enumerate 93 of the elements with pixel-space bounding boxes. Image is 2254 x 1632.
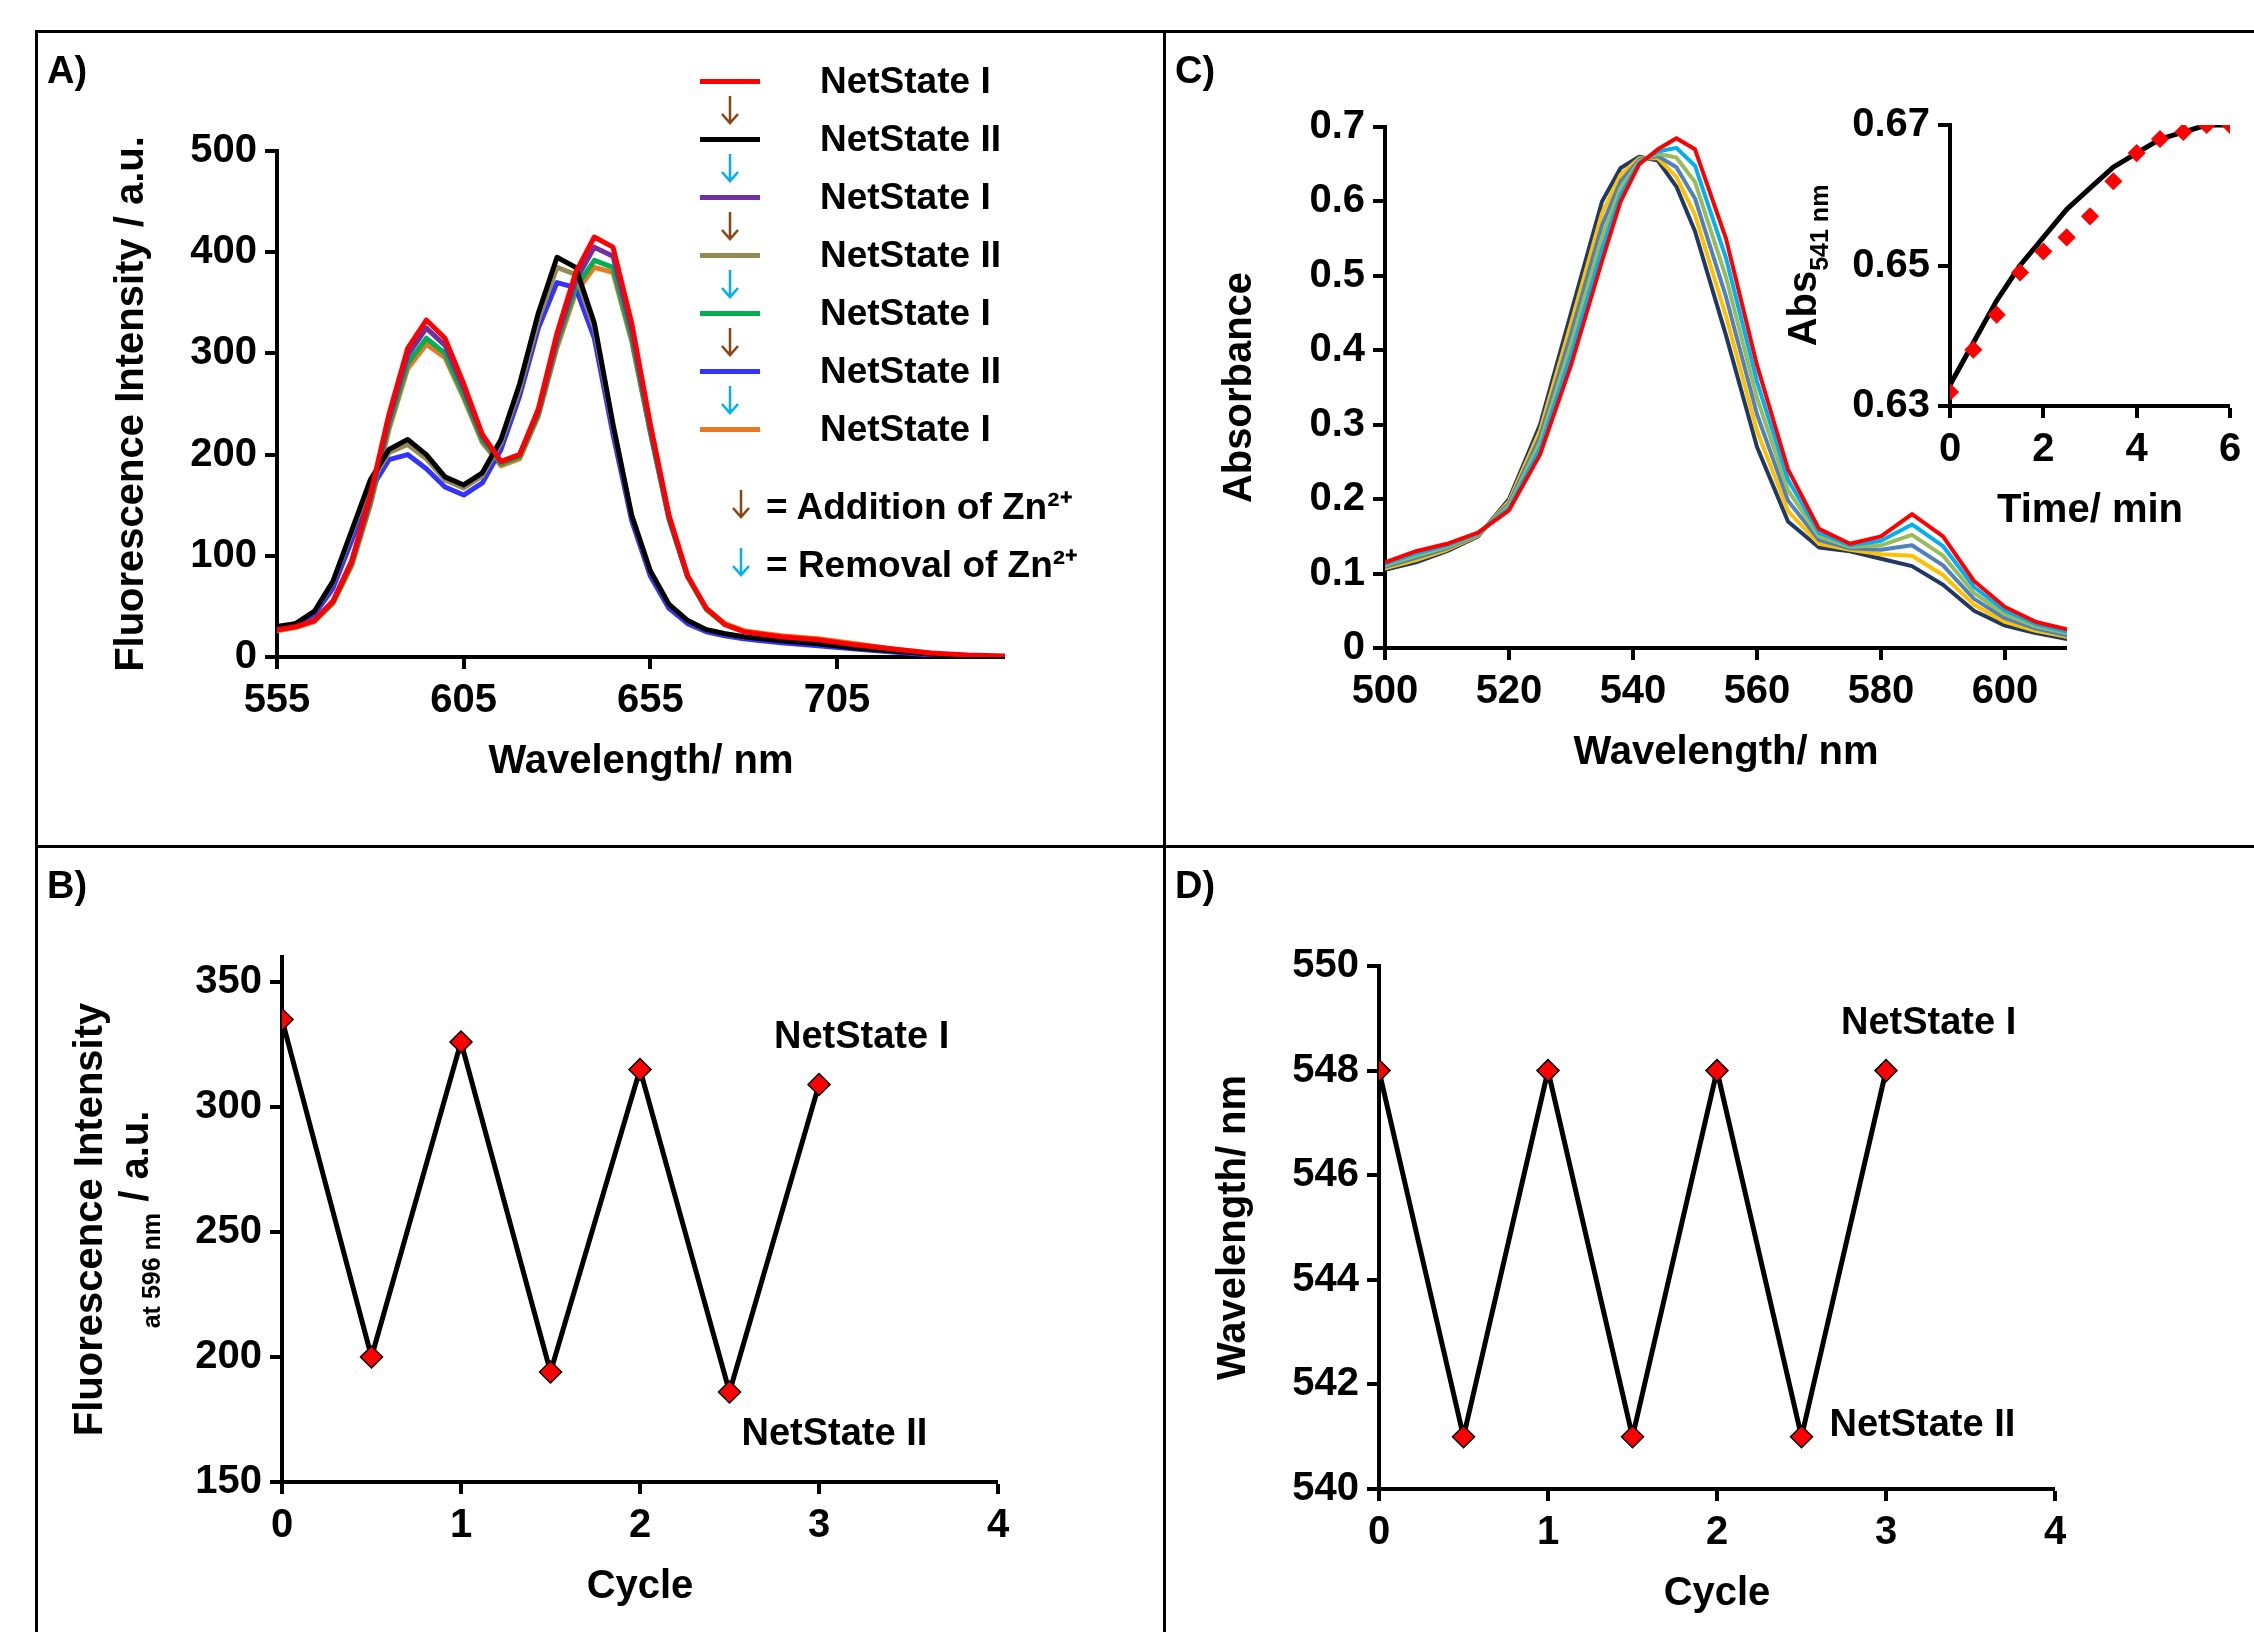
x-tick-label: 540 [1599, 667, 1667, 712]
x-tick-label: 4 [2125, 425, 2149, 470]
x-tick-label: 560 [1723, 667, 1791, 712]
x-tick-label: 500 [1351, 667, 1419, 712]
y-tick-label: 544 [1292, 1254, 1360, 1299]
x-tick-label: 600 [1971, 667, 2039, 712]
point [2127, 144, 2146, 162]
y-axis-title: Abs541 nm [1780, 184, 1833, 347]
point [807, 1072, 831, 1097]
x-tick-label: 1 [1536, 1508, 1560, 1553]
legend-label: NetState II [820, 118, 1001, 160]
legend-label: NetState II [820, 234, 1001, 276]
y-tick-label: 200 [190, 429, 257, 474]
point [449, 1030, 473, 1054]
x-axis-title: Cycle [586, 1562, 694, 1606]
y-tick-label: 0.7 [1309, 102, 1365, 147]
y-tick-label: 300 [195, 1082, 262, 1127]
annotation: NetState I [774, 1013, 950, 1056]
point [359, 1345, 384, 1369]
x-tick-label: 0 [1938, 425, 1962, 470]
x-tick-label: 4 [2043, 1508, 2067, 1553]
chart-title: D) [1175, 864, 1216, 907]
x-axis-title: Cycle [1663, 1569, 1771, 1613]
annotation: NetState II [741, 1411, 928, 1454]
y-tick-label: 0.2 [1309, 474, 1365, 519]
y-tick-label: 542 [1292, 1359, 1359, 1404]
y-tick-label: 0.6 [1309, 176, 1365, 221]
point [628, 1057, 652, 1082]
y-tick-label: 0.5 [1309, 250, 1365, 295]
legend-label: NetState I [820, 176, 991, 218]
y-axis-title: Fluorescence Intensity / a.u. [107, 136, 151, 672]
x-axis-title: Wavelength/ nm [488, 737, 794, 781]
point [1987, 305, 2006, 324]
chart-title: B) [47, 864, 88, 907]
x-tick-label: 6 [2218, 425, 2242, 470]
y-tick-label: 0 [234, 632, 257, 677]
y-tick-label: 548 [1292, 1045, 1359, 1090]
y-tick-label: 550 [1292, 941, 1359, 986]
x-axis-title: Time/ min [1997, 486, 2183, 530]
y-axis-title: Wavelength/ nm [1209, 1074, 1253, 1381]
x-tick-label: 2 [2032, 425, 2055, 470]
x-tick-label: 3 [807, 1501, 831, 1546]
annotation: NetState I [1841, 999, 2017, 1042]
point [2151, 130, 2169, 148]
x-tick-label: 605 [430, 676, 498, 721]
legend-label: NetState I [820, 292, 991, 334]
point [2081, 207, 2099, 226]
x-tick-label: 655 [616, 676, 684, 721]
point [2057, 228, 2076, 247]
legend-label: NetState II [820, 350, 1001, 392]
point [2034, 242, 2053, 261]
y-tick-label: 300 [190, 328, 257, 373]
y-tick-label: 546 [1292, 1150, 1359, 1195]
y-tick-label: 500 [190, 126, 257, 171]
y-tick-label: 0.3 [1309, 399, 1365, 444]
y-axis-title: Absorbance [1215, 271, 1259, 504]
y-tick-label: 150 [195, 1457, 262, 1502]
y-tick-label: 400 [190, 227, 257, 272]
x-tick-label: 0 [270, 1501, 294, 1546]
y-tick-label: 200 [195, 1332, 262, 1377]
y-tick-label: 350 [195, 957, 262, 1002]
x-tick-label: 520 [1475, 667, 1543, 712]
point [1964, 341, 1983, 359]
point [2174, 125, 2193, 141]
y-tick-label: 0.67 [1852, 100, 1930, 145]
chart-title: C) [1175, 49, 1216, 92]
y-tick-label: 0.1 [1309, 548, 1365, 593]
y-tick-label: 0.4 [1309, 325, 1366, 370]
annotation: = Addition of Zn²⁺ [766, 484, 1073, 529]
y-tick-label: 0.63 [1852, 381, 1930, 426]
point [2104, 172, 2123, 190]
y-tick-label: 100 [190, 530, 257, 575]
point [538, 1360, 563, 1384]
annotation: = Removal of Zn²⁺ [766, 542, 1079, 587]
legend-label: NetState I [820, 60, 991, 102]
x-tick-label: 3 [1874, 1508, 1898, 1553]
x-tick-label: 2 [628, 1501, 652, 1546]
point [717, 1380, 742, 1404]
x-tick-label: 705 [803, 676, 871, 721]
legend-label: NetState I [820, 408, 991, 450]
x-tick-label: 4 [986, 1501, 1010, 1546]
y-tick-label: 540 [1292, 1464, 1359, 1509]
x-tick-label: 2 [1705, 1508, 1729, 1553]
chart-title: A) [47, 49, 88, 92]
point [2011, 263, 2029, 282]
annotation: NetState II [1829, 1402, 2016, 1444]
x-tick-label: 1 [449, 1501, 473, 1546]
y-tick-label: 0 [1342, 623, 1365, 668]
x-axis-title: Wavelength/ nm [1573, 728, 1879, 772]
y-tick-label: 0.65 [1852, 240, 1930, 285]
x-tick-label: 580 [1847, 667, 1915, 712]
x-tick-label: 555 [243, 676, 311, 721]
y-tick-label: 250 [195, 1207, 262, 1252]
